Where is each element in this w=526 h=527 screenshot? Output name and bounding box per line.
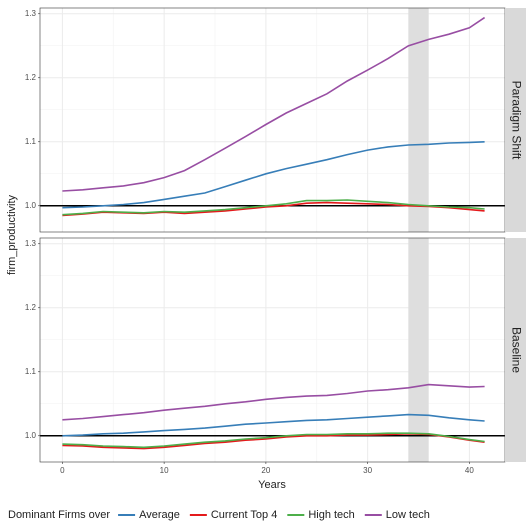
x-tick-label: 0 xyxy=(60,466,65,475)
x-tick-label: 20 xyxy=(261,466,270,475)
y-tick-label: 1.2 xyxy=(25,73,37,82)
facet-strip xyxy=(505,238,526,462)
x-axis-label: Years xyxy=(258,479,286,491)
facet-label: Baseline xyxy=(509,327,523,373)
x-tick-label: 40 xyxy=(465,466,474,475)
legend-label: High tech xyxy=(308,509,354,521)
series-line xyxy=(62,16,486,192)
legend-title: Dominant Firms over xyxy=(8,509,110,521)
legend-label: Current Top 4 xyxy=(211,509,277,521)
y-tick-label: 1.0 xyxy=(25,431,37,440)
y-tick-label: 1.1 xyxy=(25,367,37,376)
series-line xyxy=(62,432,485,449)
facet-strip xyxy=(505,8,526,232)
y-tick-label: 1.0 xyxy=(25,201,37,210)
shaded-period xyxy=(408,8,429,232)
legend-label: Average xyxy=(139,509,180,521)
panel-background xyxy=(40,238,505,462)
series-line xyxy=(62,383,485,421)
facet-label: Paradigm Shift xyxy=(509,81,523,160)
x-tick-label: 10 xyxy=(160,466,169,475)
y-tick-label: 1.3 xyxy=(25,9,37,18)
y-tick-label: 1.2 xyxy=(25,303,37,312)
y-tick-label: 1.1 xyxy=(25,137,37,146)
y-tick-label: 1.3 xyxy=(25,239,37,248)
series-line xyxy=(62,141,485,209)
x-tick-label: 30 xyxy=(363,466,372,475)
y-axis-label: firm_productivity xyxy=(6,194,18,275)
series-line xyxy=(62,199,485,216)
legend-label: Low tech xyxy=(386,509,430,521)
shaded-period xyxy=(408,238,429,462)
series-line xyxy=(62,413,485,437)
